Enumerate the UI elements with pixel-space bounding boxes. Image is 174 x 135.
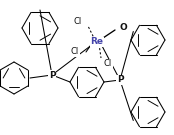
Text: Cl: Cl — [71, 48, 79, 57]
Text: P: P — [49, 70, 55, 80]
Text: Re: Re — [90, 38, 104, 46]
Text: P: P — [117, 75, 123, 85]
Text: Cl: Cl — [104, 60, 112, 68]
Text: O: O — [119, 23, 127, 31]
Text: Cl: Cl — [74, 16, 82, 26]
